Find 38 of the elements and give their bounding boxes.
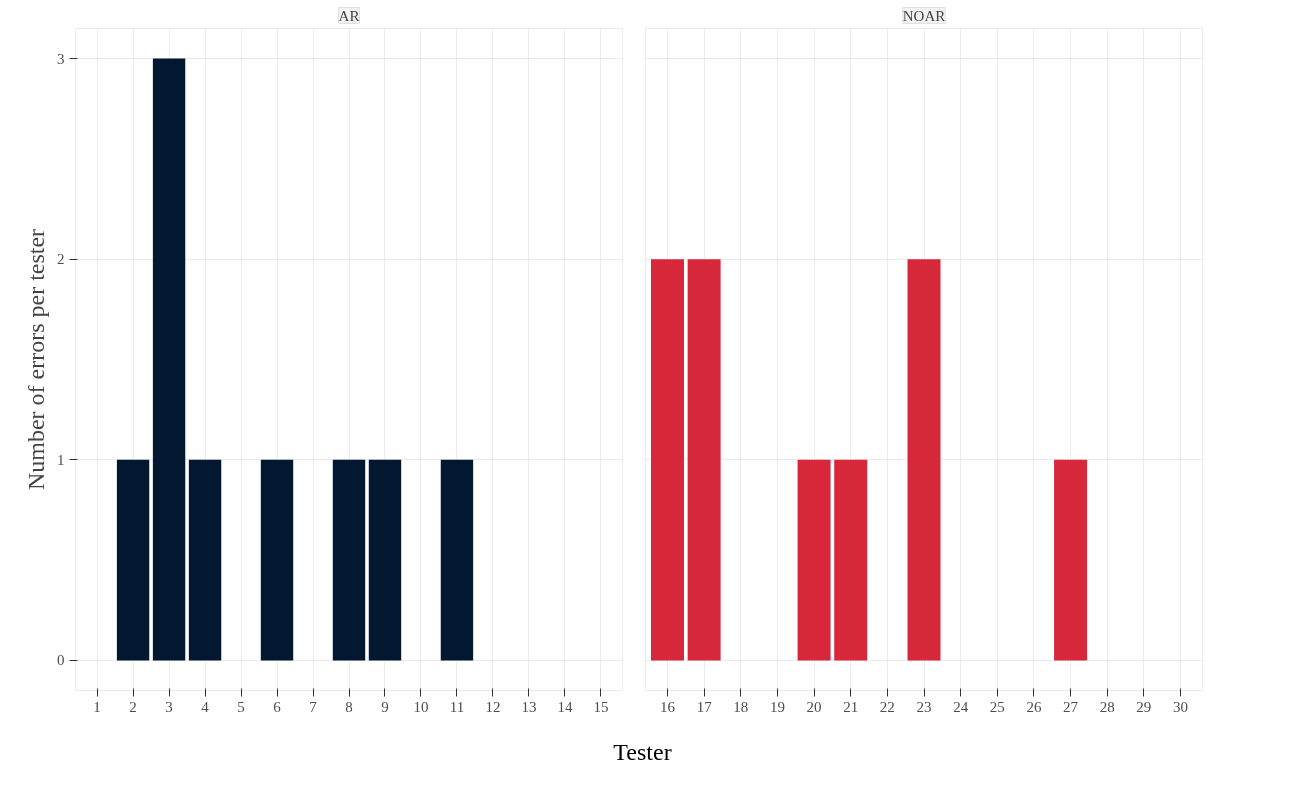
x-tick-label: 13 <box>521 698 537 715</box>
x-tick-label: 19 <box>769 698 785 715</box>
x-tick-label: 22 <box>879 698 895 715</box>
x-tick-label: 12 <box>485 698 501 715</box>
x-tick-label: 15 <box>593 698 609 715</box>
x-tick-label: 7 <box>309 698 318 715</box>
x-tick-label: 3 <box>165 698 173 715</box>
y-tick-label: 0 <box>57 652 65 669</box>
x-tick-label: 16 <box>659 698 676 715</box>
x-tick-label: 24 <box>953 698 969 715</box>
x-tick-label: 9 <box>381 698 389 715</box>
x-tick-label: 28 <box>1099 698 1115 715</box>
chart-title: NOAR <box>902 7 946 24</box>
y-axis-title: Number of errors per tester <box>23 228 49 491</box>
x-tick-label: 6 <box>273 698 282 715</box>
x-tick-label: 26 <box>1026 698 1042 715</box>
x-tick-label: 29 <box>1136 698 1152 715</box>
x-tick-label: 27 <box>1063 698 1079 715</box>
x-tick-label: 25 <box>989 698 1005 715</box>
x-tick-label: 17 <box>696 698 713 715</box>
x-tick-label: 4 <box>201 698 210 715</box>
y-tick-label: 1 <box>57 451 65 468</box>
x-tick-label: 10 <box>413 698 429 715</box>
x-tick-label: 20 <box>806 698 822 715</box>
x-tick-label: 8 <box>345 698 353 715</box>
x-tick-label: 11 <box>449 698 465 715</box>
y-tick-label: 2 <box>57 251 65 268</box>
x-tick-label: 5 <box>237 698 245 715</box>
x-tick-label: 18 <box>733 698 749 715</box>
x-tick-label: 14 <box>557 698 573 715</box>
y-tick-label: 3 <box>57 50 65 67</box>
chart-title: AR <box>338 7 360 24</box>
x-tick-label: 23 <box>916 698 932 715</box>
x-tick-label: 21 <box>843 698 859 715</box>
x-tick-label: 30 <box>1173 698 1189 715</box>
x-tick-label: 1 <box>93 698 101 715</box>
x-axis-title: Tester <box>613 738 672 767</box>
x-tick-label: 2 <box>129 698 137 715</box>
